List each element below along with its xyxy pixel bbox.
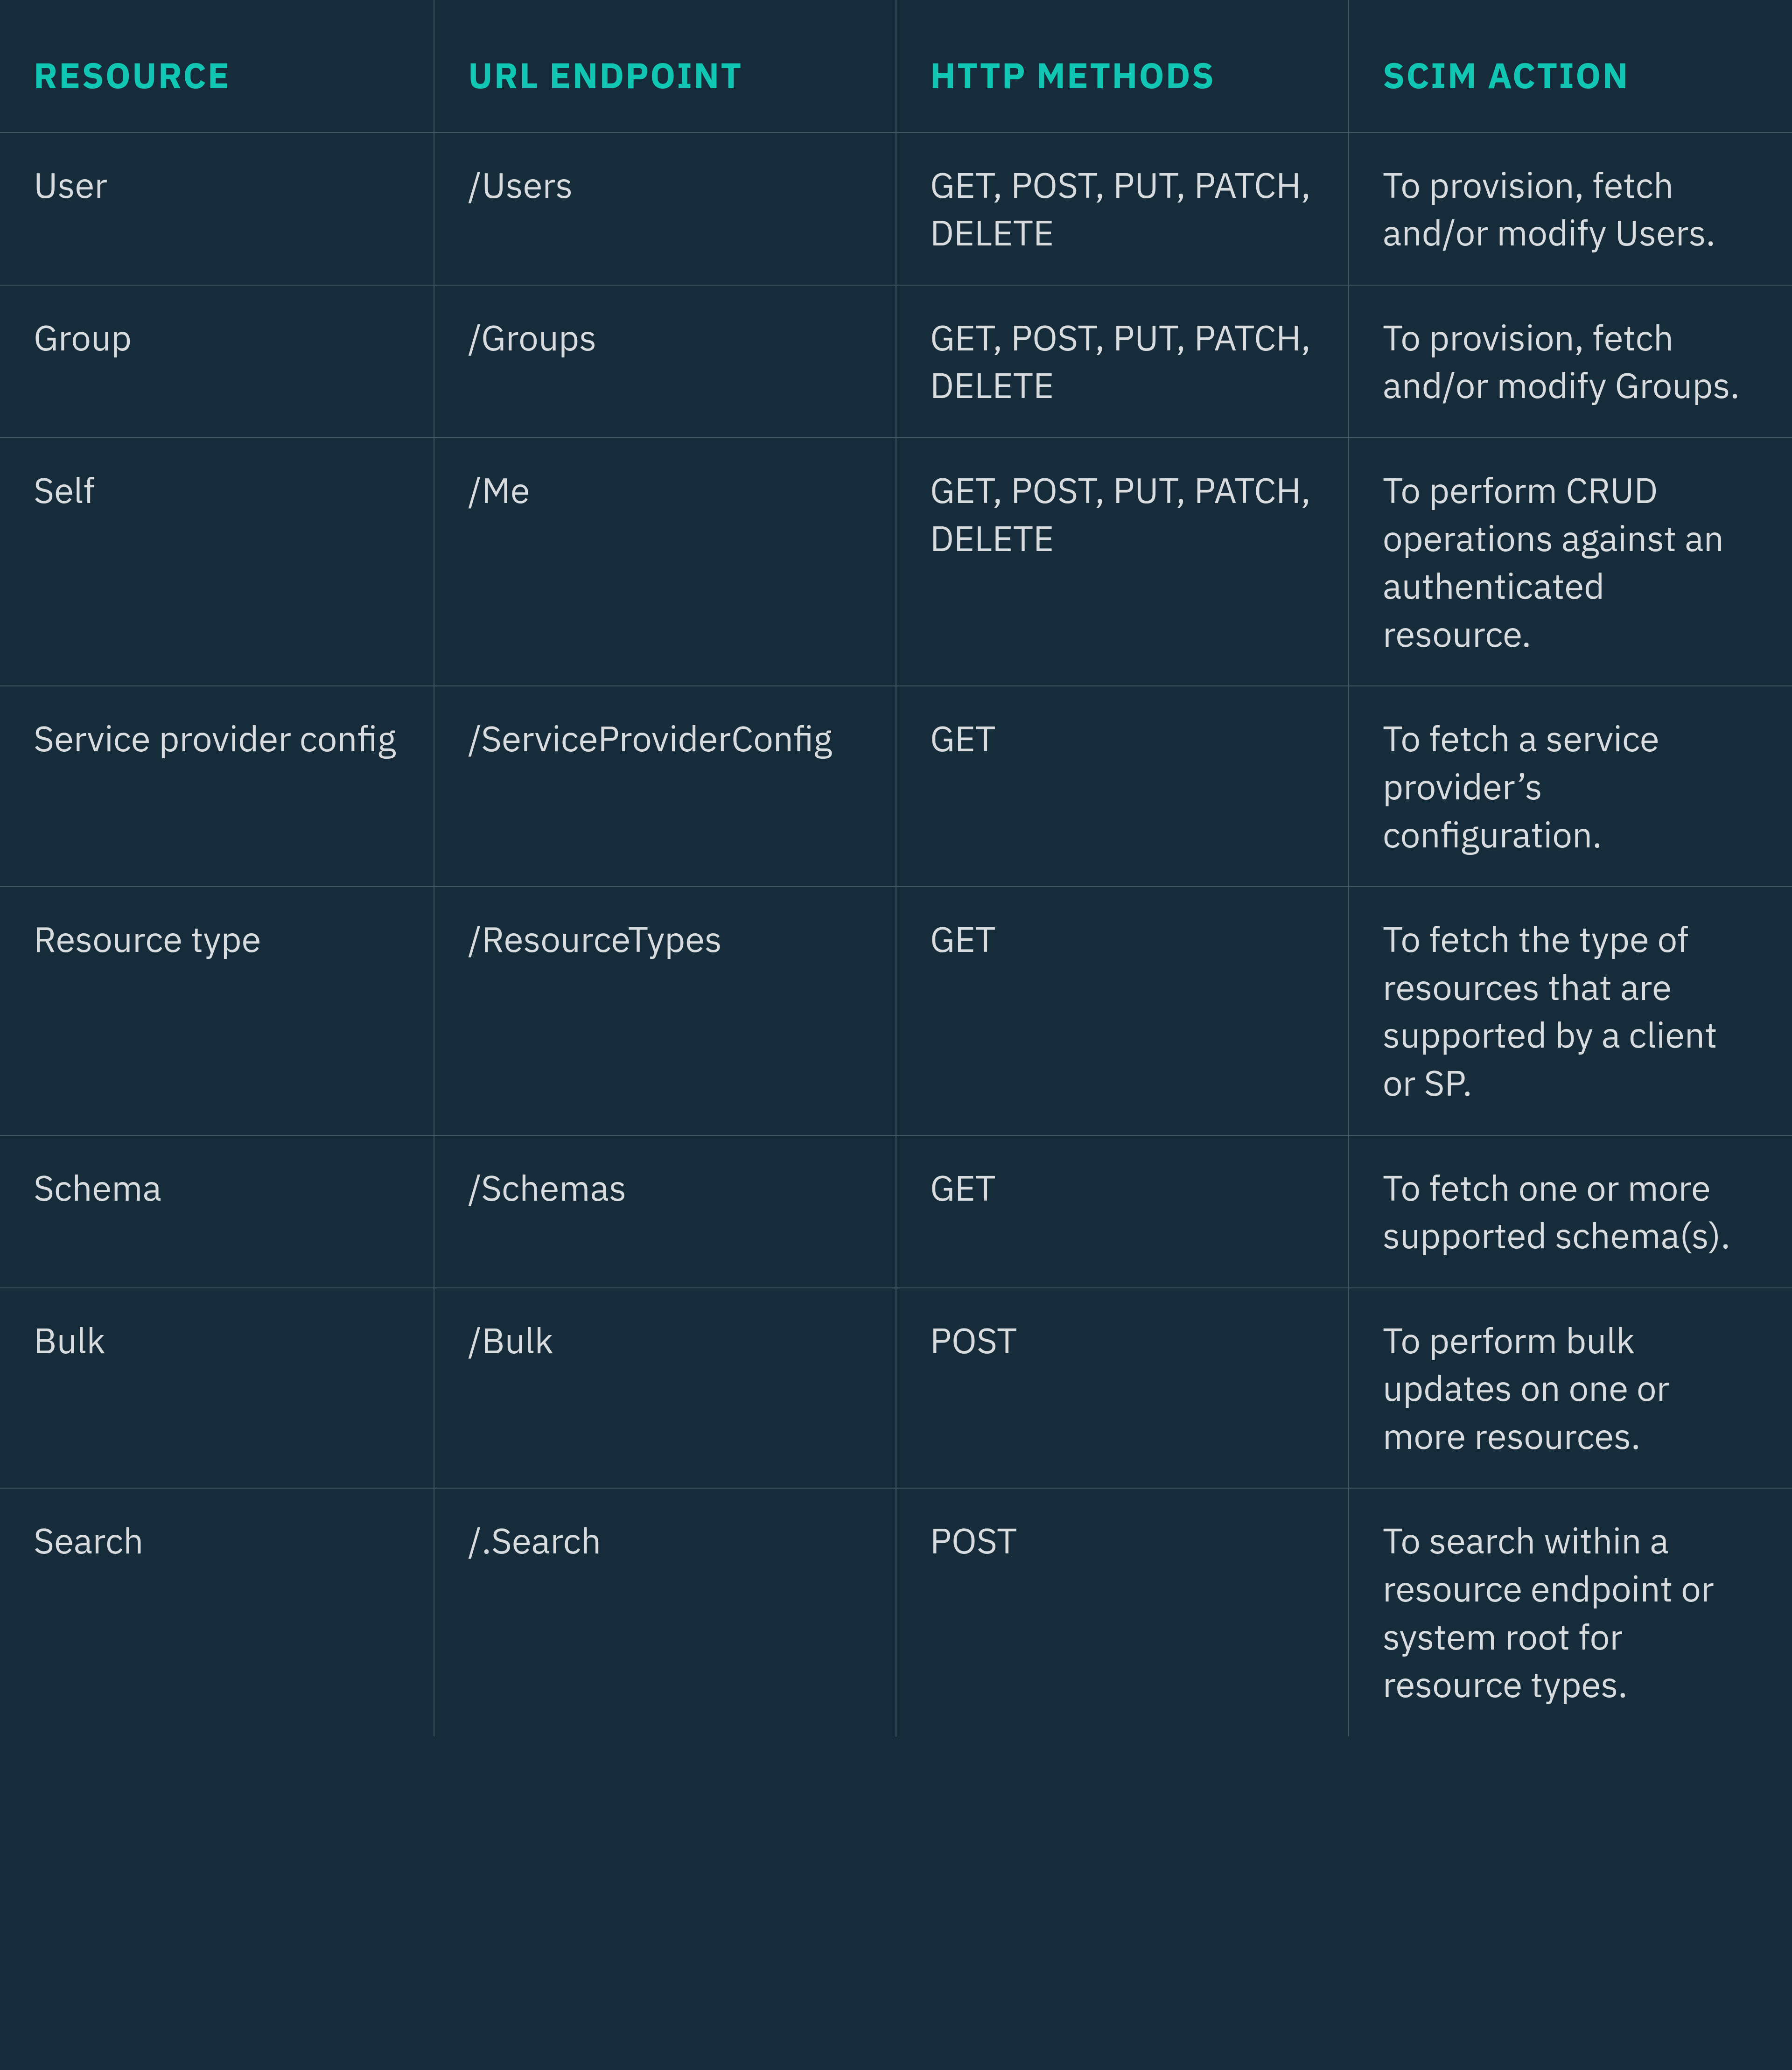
- cell-endpoint: /ResourceTypes: [434, 887, 896, 1135]
- cell-endpoint: /Schemas: [434, 1135, 896, 1288]
- table-header-row: RESOURCE URL ENDPOINT HTTP METHODS SCIM …: [0, 0, 1792, 133]
- cell-methods: GET: [896, 1135, 1349, 1288]
- cell-resource: Schema: [0, 1135, 434, 1288]
- table-row: User /Users GET, POST, PUT, PATCH, DELET…: [0, 133, 1792, 285]
- table-row: Service provider config /ServiceProvider…: [0, 686, 1792, 887]
- cell-methods: GET: [896, 887, 1349, 1135]
- table-row: Resource type /ResourceTypes GET To fetc…: [0, 887, 1792, 1135]
- col-header-http-methods: HTTP METHODS: [896, 0, 1349, 133]
- cell-resource: Search: [0, 1488, 434, 1736]
- cell-action: To fetch the type of resources that are …: [1349, 887, 1792, 1135]
- table-row: Self /Me GET, POST, PUT, PATCH, DELETE T…: [0, 438, 1792, 686]
- col-header-scim-action: SCIM ACTION: [1349, 0, 1792, 133]
- table-body: User /Users GET, POST, PUT, PATCH, DELET…: [0, 133, 1792, 1736]
- col-header-resource: RESOURCE: [0, 0, 434, 133]
- cell-resource: Bulk: [0, 1288, 434, 1489]
- cell-resource: User: [0, 133, 434, 285]
- cell-action: To perform CRUD operations against an au…: [1349, 438, 1792, 686]
- cell-endpoint: /.Search: [434, 1488, 896, 1736]
- cell-action: To perform bulk updates on one or more r…: [1349, 1288, 1792, 1489]
- cell-resource: Resource type: [0, 887, 434, 1135]
- cell-endpoint: /Me: [434, 438, 896, 686]
- cell-endpoint: /Bulk: [434, 1288, 896, 1489]
- cell-endpoint: /Groups: [434, 285, 896, 438]
- cell-action: To fetch a service provider’s configurat…: [1349, 686, 1792, 887]
- cell-methods: POST: [896, 1288, 1349, 1489]
- cell-methods: GET: [896, 686, 1349, 887]
- scim-endpoints-table: RESOURCE URL ENDPOINT HTTP METHODS SCIM …: [0, 0, 1792, 1736]
- cell-action: To search within a resource endpoint or …: [1349, 1488, 1792, 1736]
- cell-endpoint: /ServiceProviderConfig: [434, 686, 896, 887]
- cell-resource: Self: [0, 438, 434, 686]
- cell-action: To provision, fetch and/or modify Users.: [1349, 133, 1792, 285]
- cell-methods: POST: [896, 1488, 1349, 1736]
- cell-resource: Group: [0, 285, 434, 438]
- cell-resource: Service provider config: [0, 686, 434, 887]
- cell-action: To fetch one or more supported schema(s)…: [1349, 1135, 1792, 1288]
- cell-action: To provision, fetch and/or modify Groups…: [1349, 285, 1792, 438]
- table-row: Schema /Schemas GET To fetch one or more…: [0, 1135, 1792, 1288]
- cell-endpoint: /Users: [434, 133, 896, 285]
- cell-methods: GET, POST, PUT, PATCH, DELETE: [896, 285, 1349, 438]
- table-row: Bulk /Bulk POST To perform bulk updates …: [0, 1288, 1792, 1489]
- cell-methods: GET, POST, PUT, PATCH, DELETE: [896, 133, 1349, 285]
- cell-methods: GET, POST, PUT, PATCH, DELETE: [896, 438, 1349, 686]
- table-row: Search /.Search POST To search within a …: [0, 1488, 1792, 1736]
- col-header-url-endpoint: URL ENDPOINT: [434, 0, 896, 133]
- table-header: RESOURCE URL ENDPOINT HTTP METHODS SCIM …: [0, 0, 1792, 133]
- table-row: Group /Groups GET, POST, PUT, PATCH, DEL…: [0, 285, 1792, 438]
